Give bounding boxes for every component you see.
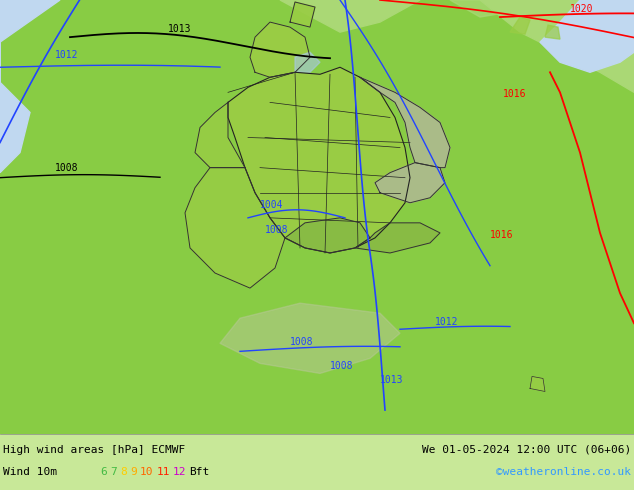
Polygon shape: [540, 0, 634, 73]
Polygon shape: [285, 218, 370, 253]
Text: Bft: Bft: [190, 467, 210, 477]
Polygon shape: [195, 102, 245, 168]
Text: 8: 8: [120, 467, 127, 477]
Text: High wind areas [hPa] ECMWF: High wind areas [hPa] ECMWF: [3, 445, 185, 455]
Text: 1013: 1013: [168, 24, 191, 34]
Polygon shape: [228, 67, 410, 253]
Polygon shape: [530, 376, 545, 392]
Text: Wind 10m: Wind 10m: [3, 467, 57, 477]
Text: 1016: 1016: [503, 89, 526, 99]
Polygon shape: [355, 223, 440, 253]
Text: 9: 9: [130, 467, 137, 477]
Text: 12: 12: [173, 467, 186, 477]
Polygon shape: [0, 0, 30, 172]
Text: ©weatheronline.co.uk: ©weatheronline.co.uk: [496, 467, 631, 477]
Text: 1012: 1012: [55, 50, 79, 60]
Polygon shape: [280, 0, 420, 32]
Text: 1008: 1008: [55, 163, 79, 172]
Text: 1008: 1008: [290, 337, 313, 347]
Text: 1016: 1016: [490, 230, 514, 240]
Polygon shape: [220, 303, 400, 373]
Text: 7: 7: [110, 467, 117, 477]
Text: 1008: 1008: [330, 362, 354, 371]
Polygon shape: [250, 22, 310, 77]
Polygon shape: [480, 0, 634, 92]
Polygon shape: [545, 25, 560, 39]
Polygon shape: [290, 2, 315, 27]
Text: 10: 10: [140, 467, 153, 477]
Polygon shape: [510, 17, 530, 34]
Text: 1004: 1004: [260, 200, 283, 210]
Polygon shape: [0, 434, 634, 490]
Text: 1012: 1012: [435, 317, 458, 327]
Text: 1020: 1020: [570, 4, 593, 14]
Text: 1013: 1013: [380, 375, 403, 386]
Polygon shape: [360, 77, 450, 168]
Polygon shape: [295, 52, 320, 73]
Text: We 01-05-2024 12:00 UTC (06+06): We 01-05-2024 12:00 UTC (06+06): [422, 445, 631, 455]
Polygon shape: [450, 0, 540, 17]
Polygon shape: [0, 0, 634, 434]
Text: 11: 11: [157, 467, 170, 477]
Polygon shape: [0, 0, 60, 42]
Text: 6: 6: [100, 467, 107, 477]
Polygon shape: [185, 168, 285, 288]
Text: 1008: 1008: [265, 225, 288, 235]
Polygon shape: [375, 163, 445, 203]
